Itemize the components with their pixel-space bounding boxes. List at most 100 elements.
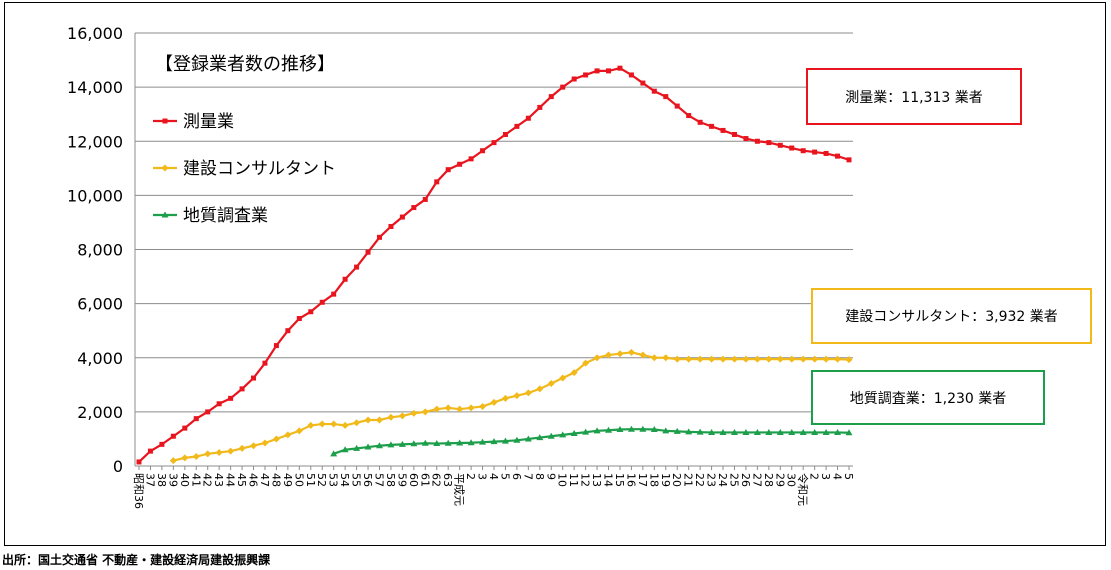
data-point (639, 425, 647, 432)
data-point (467, 404, 475, 412)
data-point (559, 374, 567, 382)
x-tick-label: 40 (178, 473, 191, 487)
x-tick-label: 44 (224, 473, 237, 487)
data-point (730, 428, 738, 435)
y-tick-label: 16,000 (67, 24, 123, 43)
data-point (789, 145, 795, 151)
data-point (216, 401, 222, 407)
x-tick-label: 5 (842, 473, 855, 480)
data-point (834, 428, 842, 435)
x-tick-label: 61 (418, 473, 431, 487)
data-point (365, 249, 371, 255)
data-point (262, 360, 268, 366)
annotation-survey-text: 測量業：11,313 業者 (845, 89, 983, 106)
x-tick-label: 令和元 (796, 473, 810, 506)
y-tick-label: 8,000 (77, 241, 123, 260)
x-axis-ticks: 昭和36373839404142434445464748495051525354… (132, 466, 855, 509)
data-point (685, 428, 693, 435)
y-tick-label: 6,000 (77, 295, 123, 314)
data-point (628, 72, 634, 78)
data-point (456, 439, 464, 446)
x-tick-label: 38 (155, 473, 168, 487)
data-point (812, 149, 818, 155)
x-tick-label: 15 (613, 473, 626, 487)
data-point (730, 355, 738, 363)
data-point (788, 355, 796, 363)
data-point (341, 421, 349, 429)
data-point (319, 299, 325, 305)
series-line (173, 351, 850, 462)
data-point (616, 425, 624, 432)
x-tick-label: 3 (819, 473, 832, 480)
data-point (295, 427, 303, 435)
x-tick-label: 18 (647, 473, 660, 487)
data-point (354, 264, 360, 270)
data-point (375, 416, 383, 424)
data-point (651, 88, 657, 94)
data-point (537, 104, 543, 110)
x-tick-label: 42 (201, 473, 214, 487)
data-point (570, 430, 578, 437)
annotation-consultant-text: 建設コンサルタント：3,932 業者 (845, 309, 1058, 325)
data-point (605, 351, 613, 359)
x-tick-label: 62 (430, 473, 443, 487)
data-point (490, 398, 498, 406)
source-note: 出所：国土交通省 不動産・建設経済局建設振興課 (2, 553, 271, 567)
data-point (846, 157, 852, 163)
data-point (410, 440, 418, 447)
x-tick-label: 19 (659, 473, 672, 487)
grid-lines (134, 32, 853, 467)
data-point (593, 354, 601, 362)
data-point (697, 119, 703, 125)
data-point (742, 428, 750, 435)
data-point (272, 435, 280, 443)
data-point (308, 309, 314, 315)
data-point (811, 355, 819, 363)
y-tick-label: 14,000 (67, 78, 123, 97)
data-point (536, 434, 544, 441)
series-lines (136, 65, 853, 465)
x-tick-label: 46 (247, 473, 260, 487)
data-point (170, 433, 176, 439)
data-point (547, 432, 555, 439)
legend-label: 建設コンサルタント (183, 159, 336, 179)
data-point (284, 431, 292, 439)
data-point (674, 103, 680, 109)
data-point (777, 142, 783, 148)
series-0 (136, 65, 852, 465)
annotation-consultant-callout: 建設コンサルタント：3,932 業者 (811, 288, 1092, 344)
chart-title: 【登録業者数の推移】 (155, 54, 335, 75)
data-point (239, 386, 245, 392)
y-tick-label: 10,000 (67, 186, 123, 205)
x-tick-label: 48 (269, 473, 282, 487)
data-point (228, 395, 234, 401)
data-point (754, 138, 760, 144)
data-point (696, 355, 704, 363)
y-tick-label: 2,000 (77, 403, 123, 422)
x-tick-label: 28 (762, 473, 775, 487)
x-tick-label: 59 (395, 473, 408, 487)
data-point (708, 355, 716, 363)
x-tick-label: 45 (235, 473, 248, 487)
data-point (571, 76, 577, 82)
x-tick-label: 2 (464, 473, 477, 480)
x-tick-label: 16 (624, 473, 637, 487)
data-point (341, 446, 349, 453)
data-point (502, 131, 508, 137)
data-point (673, 427, 681, 434)
data-point (753, 428, 761, 435)
data-point (627, 348, 635, 356)
data-point (227, 447, 235, 455)
data-point (318, 420, 326, 428)
legend-marker (161, 211, 169, 218)
data-point (662, 427, 670, 434)
line-chart: 0 2,000 4,000 6,000 8,000 10,000 12,000 14,000 1… (67, 24, 855, 509)
data-point (617, 65, 623, 71)
data-point (238, 444, 246, 452)
x-tick-label: 22 (693, 473, 706, 487)
data-point (766, 140, 772, 146)
series-2 (330, 425, 853, 457)
data-point (822, 428, 830, 435)
x-tick-label: 47 (258, 473, 271, 487)
data-point (182, 425, 188, 431)
